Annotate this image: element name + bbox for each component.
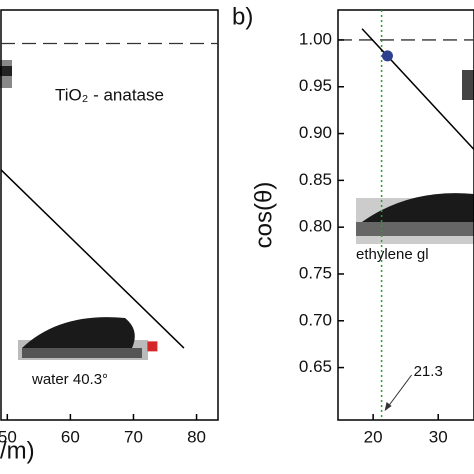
y-tick-label: 0.65 bbox=[299, 357, 332, 376]
point bbox=[147, 341, 158, 352]
x-tick-label: 50 bbox=[0, 427, 17, 446]
point bbox=[381, 50, 393, 62]
y-tick-label: 0.95 bbox=[299, 76, 332, 95]
x-tick-label: 30 bbox=[429, 427, 448, 446]
x-tick-label: 70 bbox=[124, 427, 143, 446]
y-tick-label: 0.70 bbox=[299, 310, 332, 329]
y-tick-label: 0.85 bbox=[299, 170, 332, 189]
x-axis-label: /m) bbox=[0, 437, 35, 464]
y-axis-label: cos(θ) bbox=[250, 182, 277, 249]
annotation: ethylene gl bbox=[356, 246, 429, 263]
panel-label: b) bbox=[232, 3, 253, 30]
arrow bbox=[385, 374, 412, 411]
y-tick-label: 0.75 bbox=[299, 263, 332, 282]
annotation: 21.3 bbox=[414, 363, 443, 380]
annotation: TiO₂ - anatase bbox=[55, 85, 164, 104]
x-tick-label: 80 bbox=[187, 427, 206, 446]
y-tick-label: 0.80 bbox=[299, 217, 332, 236]
plot-frame bbox=[0, 9, 219, 421]
plot-frame bbox=[337, 9, 474, 421]
x-tick-label: 60 bbox=[61, 427, 80, 446]
x-tick-label: 20 bbox=[364, 427, 383, 446]
y-tick-label: 0.90 bbox=[299, 123, 332, 142]
y-tick-label: 1.00 bbox=[299, 29, 332, 48]
droplet-photo bbox=[0, 60, 474, 360]
arrow-head bbox=[384, 402, 392, 411]
fit-line bbox=[0, 169, 185, 349]
fit-line bbox=[361, 28, 474, 150]
annotation: water 40.3° bbox=[31, 371, 108, 388]
